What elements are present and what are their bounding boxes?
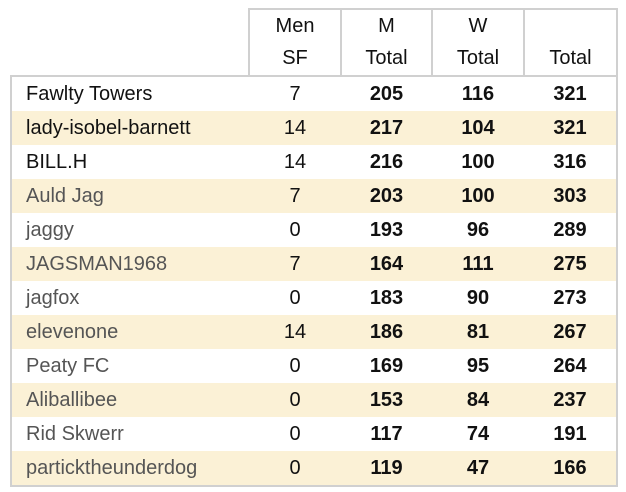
table-row: elevenone 14 186 81 267: [10, 315, 618, 349]
m-total-cell: 203: [341, 179, 432, 213]
standings-table: Men M W SF Total Total Total Fawlty Towe…: [10, 8, 618, 487]
w-total-cell: 47: [432, 451, 524, 487]
total-cell: 289: [524, 213, 618, 247]
total-cell: 191: [524, 417, 618, 451]
w-total-cell: 84: [432, 383, 524, 417]
table-row: JAGSMAN1968 7 164 111 275: [10, 247, 618, 281]
header-blank-cell: [11, 9, 249, 42]
total-cell: 237: [524, 383, 618, 417]
table-row: jaggy 0 193 96 289: [10, 213, 618, 247]
men-sf-cell: 0: [289, 422, 301, 445]
men-sf-cell: 7: [249, 75, 341, 111]
player-name: Rid Skwerr: [10, 417, 249, 451]
player-name: particktheunderdog: [10, 451, 249, 487]
men-sf-cell: 0: [249, 451, 341, 487]
table-row: Rid Skwerr 0 117 74 191: [10, 417, 618, 451]
w-total-cell: 81: [432, 315, 524, 349]
player-name: Fawlty Towers: [10, 75, 249, 111]
w-total-cell: 96: [466, 218, 490, 241]
table-row: jagfox 0 183 90 273: [10, 281, 618, 315]
table-row: Aliballibee 0 153 84 237: [10, 383, 618, 417]
w-total-cell: 100: [461, 150, 495, 173]
header-m: M: [340, 8, 432, 42]
total-cell: 275: [524, 247, 618, 281]
player-name: BILL.H: [10, 145, 249, 179]
header-total-top: [523, 8, 618, 42]
header-w: W: [431, 8, 524, 42]
w-total-cell: 95: [466, 354, 490, 377]
player-name: elevenone: [10, 315, 249, 349]
total-cell: 273: [524, 281, 618, 315]
table-row: lady-isobel-barnett 14 217 104 321: [10, 111, 618, 145]
header-w-total: Total: [431, 42, 524, 77]
table-row: BILL.H 14 216 100 316: [10, 145, 618, 179]
header-m-total: Total: [340, 42, 432, 77]
header-men: Men: [248, 8, 341, 42]
table-row: particktheunderdog 0 119 47 166: [10, 451, 618, 487]
w-total-cell: 111: [432, 247, 524, 281]
w-total-cell: 74: [466, 422, 490, 445]
w-total-cell: 116: [432, 75, 524, 111]
m-total-cell: 216: [369, 150, 404, 173]
total-cell: 321: [524, 111, 618, 145]
men-sf-cell: 0: [289, 286, 301, 309]
total-cell: 321: [524, 75, 618, 111]
header-blank-cell: [11, 42, 249, 76]
player-name: Aliballibee: [10, 383, 249, 417]
w-total-cell: 90: [466, 286, 490, 309]
total-cell: 264: [524, 349, 618, 383]
header-total: Total: [523, 42, 618, 77]
m-total-cell: 186: [341, 315, 432, 349]
table-row: Auld Jag 7 203 100 303: [10, 179, 618, 213]
player-name: Peaty FC: [10, 349, 249, 383]
header-sf: SF: [248, 42, 341, 77]
table-header: Men M W SF Total Total Total: [11, 8, 618, 77]
w-total-cell: 100: [432, 179, 524, 213]
m-total-cell: 193: [369, 218, 404, 241]
m-total-cell: 217: [341, 111, 432, 145]
table-row: Peaty FC 0 169 95 264: [10, 349, 618, 383]
m-total-cell: 205: [341, 75, 432, 111]
total-cell: 267: [524, 315, 618, 349]
men-sf-cell: 14: [249, 315, 341, 349]
men-sf-cell: 7: [249, 247, 341, 281]
men-sf-cell: 14: [249, 111, 341, 145]
table-body: Fawlty Towers 7 205 116 321 lady-isobel-…: [10, 75, 618, 487]
player-name: jaggy: [10, 213, 249, 247]
player-name: lady-isobel-barnett: [10, 111, 249, 145]
total-cell: 166: [524, 451, 618, 487]
m-total-cell: 183: [369, 286, 404, 309]
men-sf-cell: 14: [283, 150, 307, 173]
total-cell: 316: [524, 145, 618, 179]
header-row-1: Men M W: [11, 8, 618, 42]
men-sf-cell: 0: [249, 383, 341, 417]
men-sf-cell: 0: [289, 218, 301, 241]
header-row-2: SF Total Total Total: [11, 42, 618, 77]
total-cell: 303: [524, 179, 618, 213]
player-name: JAGSMAN1968: [10, 247, 249, 281]
m-total-cell: 119: [341, 451, 432, 487]
m-total-cell: 169: [369, 354, 404, 377]
w-total-cell: 104: [432, 111, 524, 145]
m-total-cell: 153: [341, 383, 432, 417]
men-sf-cell: 7: [249, 179, 341, 213]
player-name: jagfox: [10, 281, 249, 315]
m-total-cell: 117: [370, 422, 403, 445]
player-name: Auld Jag: [10, 179, 249, 213]
men-sf-cell: 0: [289, 354, 301, 377]
m-total-cell: 164: [341, 247, 432, 281]
table-row: Fawlty Towers 7 205 116 321: [10, 75, 618, 111]
